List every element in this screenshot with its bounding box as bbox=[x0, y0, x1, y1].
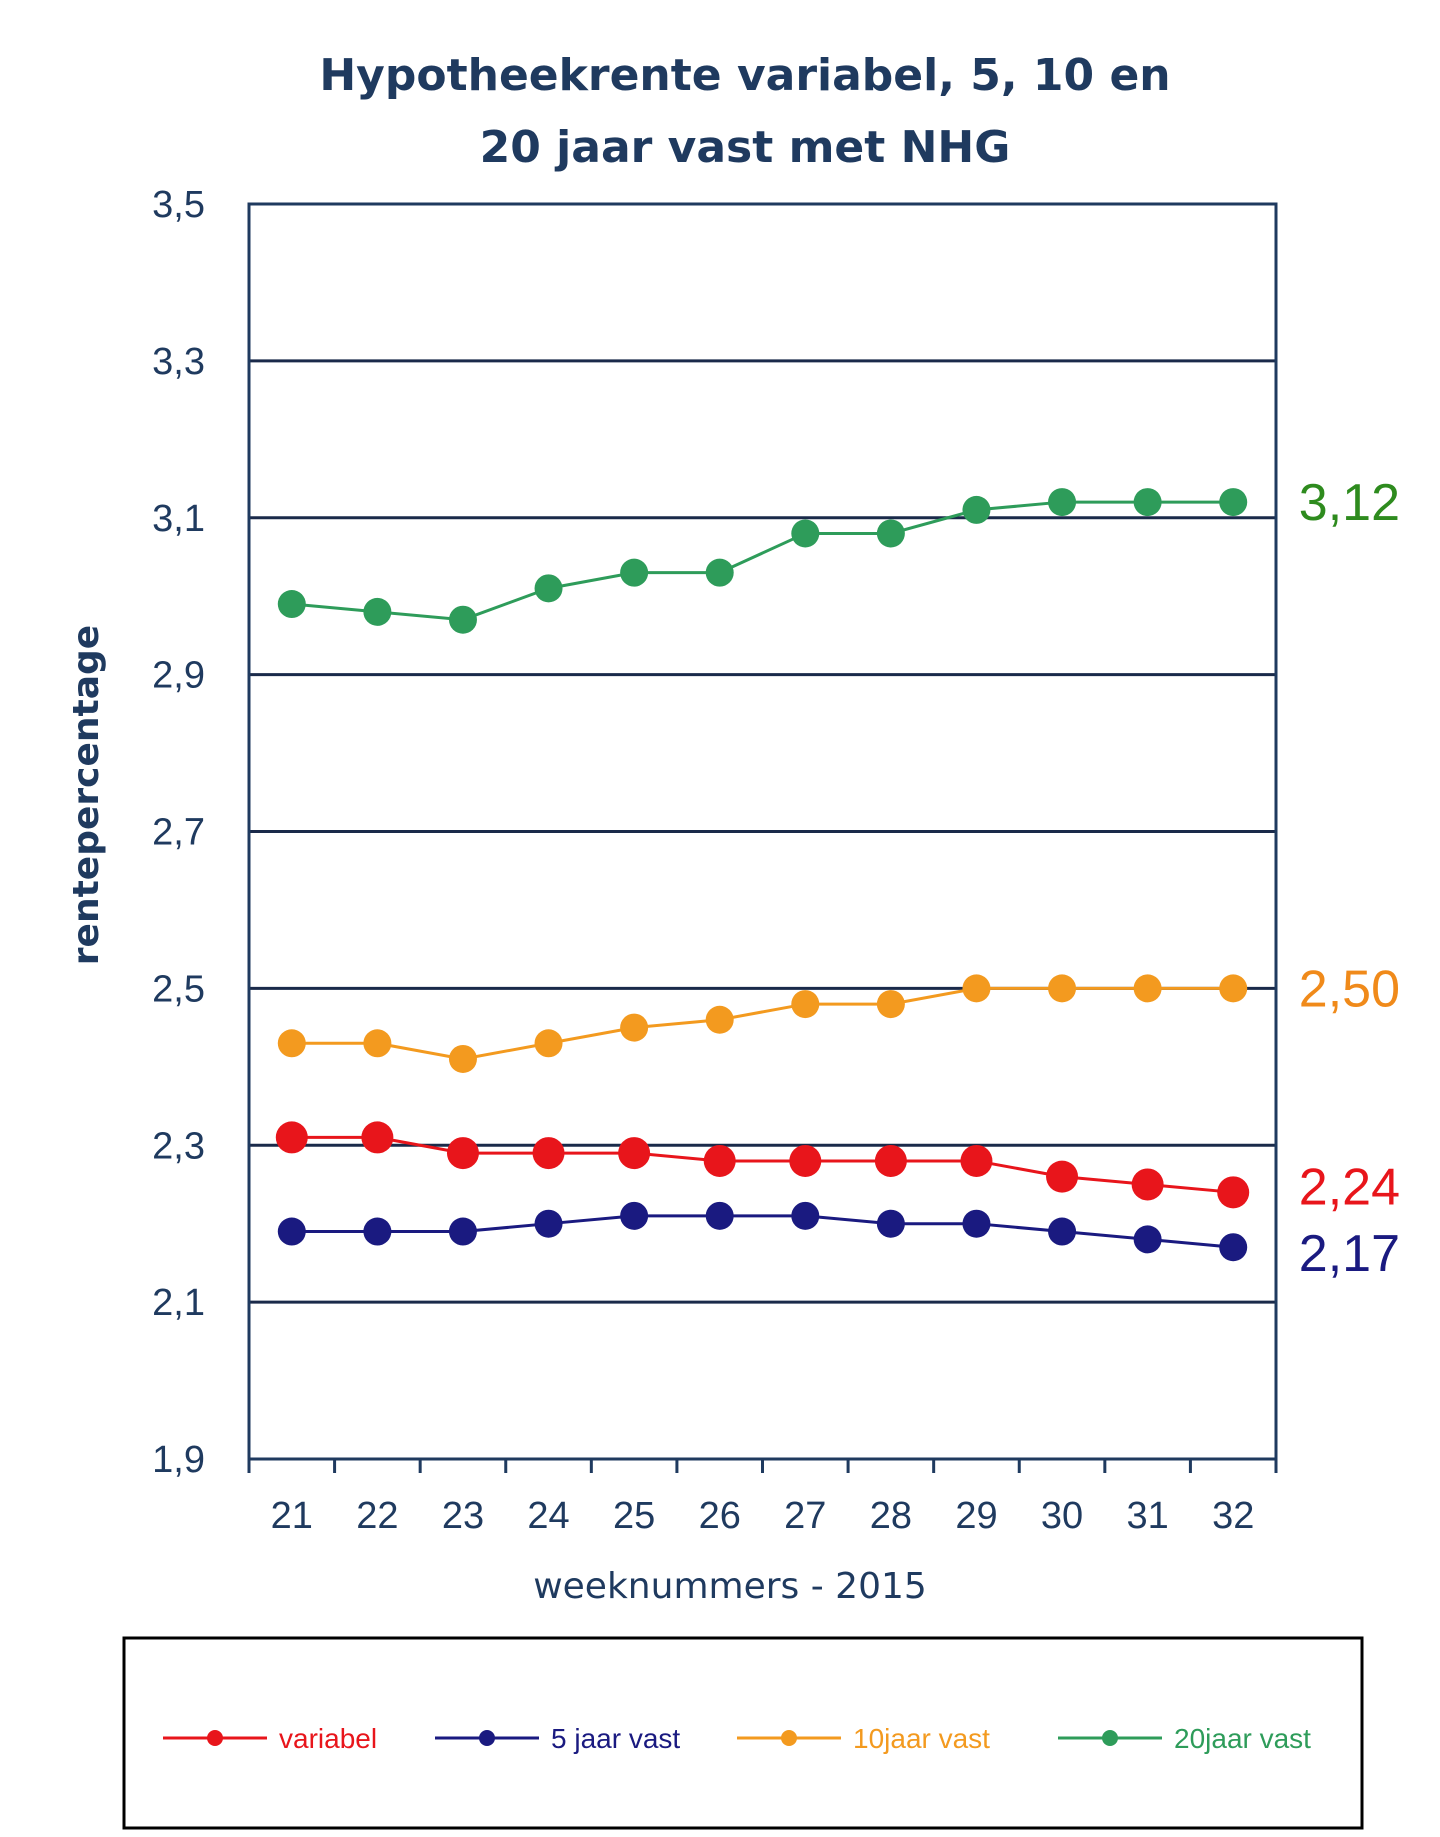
y-tick-label: 3,5 bbox=[152, 184, 205, 226]
legend-label: 5 jaar vast bbox=[551, 1723, 680, 1754]
data-point bbox=[277, 1029, 306, 1058]
chart-title-line-1: Hypotheekrente variabel, 5, 10 en bbox=[319, 50, 1170, 101]
data-point bbox=[705, 1005, 734, 1034]
legend-box bbox=[122, 1636, 1364, 1830]
y-tick-label: 2,9 bbox=[152, 655, 205, 697]
x-tick-label: 21 bbox=[271, 1495, 313, 1537]
data-point bbox=[705, 558, 734, 587]
y-axis-ticks: 1,9 2,1 2,3 2,5 2,7 2,9 3,1 3,3 3,5 bbox=[152, 184, 205, 1481]
chart-title-line-2: 20 jaar vast met NHG bbox=[480, 122, 1011, 173]
y-tick-label: 3,3 bbox=[152, 341, 205, 383]
legend: variabel 5 jaar vast 10jaar vast 20jaar vas… bbox=[163, 1723, 1311, 1754]
end-labels: 2,24 2,17 2,50 3,12 bbox=[1299, 474, 1400, 1283]
y-tick-label: 2,5 bbox=[152, 968, 205, 1010]
y-axis-title: rentepercentage bbox=[66, 625, 107, 965]
data-point bbox=[1048, 974, 1077, 1003]
data-point bbox=[534, 1029, 563, 1058]
data-point bbox=[1133, 974, 1162, 1003]
data-point bbox=[620, 1201, 649, 1230]
data-point bbox=[532, 1137, 565, 1170]
end-value-label: 2,50 bbox=[1299, 960, 1400, 1018]
data-point bbox=[1219, 488, 1248, 517]
data-point bbox=[620, 1013, 649, 1042]
x-tick-label: 24 bbox=[527, 1495, 569, 1537]
data-point bbox=[363, 1029, 392, 1058]
x-axis-title: weeknummers - 2015 bbox=[533, 1566, 927, 1607]
data-point bbox=[962, 974, 991, 1003]
data-point bbox=[1131, 1168, 1164, 1201]
data-point bbox=[960, 1144, 993, 1177]
data-point bbox=[703, 1144, 736, 1177]
legend-label: 10jaar vast bbox=[853, 1723, 990, 1754]
data-point bbox=[876, 1209, 905, 1238]
x-tick-label: 30 bbox=[1041, 1495, 1083, 1537]
data-point bbox=[1219, 1233, 1248, 1262]
data-point bbox=[534, 574, 563, 603]
data-point bbox=[874, 1144, 907, 1177]
x-tick-label: 23 bbox=[442, 1495, 484, 1537]
end-value-label: 2,17 bbox=[1299, 1225, 1400, 1283]
data-point bbox=[363, 597, 392, 626]
y-tick-label: 2,3 bbox=[152, 1125, 205, 1167]
series-line bbox=[291, 1214, 1234, 1249]
legend-label: 20jaar vast bbox=[1174, 1723, 1311, 1754]
y-tick-label: 2,1 bbox=[152, 1282, 205, 1324]
legend-swatch-marker bbox=[207, 1730, 223, 1746]
x-tick-label: 32 bbox=[1212, 1495, 1254, 1537]
data-point bbox=[620, 558, 649, 587]
data-point bbox=[363, 1217, 392, 1246]
data-point bbox=[448, 605, 477, 634]
data-point bbox=[618, 1137, 651, 1170]
data-point bbox=[1048, 488, 1077, 517]
data-point bbox=[789, 1144, 822, 1177]
y-tick-label: 2,7 bbox=[152, 812, 205, 854]
legend-swatch-marker bbox=[479, 1730, 495, 1746]
data-point bbox=[1046, 1160, 1079, 1193]
data-point bbox=[534, 1209, 563, 1238]
x-tick-label: 27 bbox=[784, 1495, 826, 1537]
data-point bbox=[1219, 974, 1248, 1003]
data-point bbox=[791, 990, 820, 1019]
legend-swatch-marker bbox=[1102, 1730, 1118, 1746]
data-point bbox=[1217, 1176, 1250, 1209]
data-point bbox=[275, 1121, 308, 1154]
x-tick-label: 29 bbox=[955, 1495, 997, 1537]
data-point bbox=[962, 495, 991, 524]
x-tick-label: 26 bbox=[699, 1495, 741, 1537]
series-line bbox=[291, 986, 1234, 1061]
data-point bbox=[876, 990, 905, 1019]
data-point bbox=[361, 1121, 394, 1154]
data-point bbox=[448, 1217, 477, 1246]
data-point bbox=[446, 1137, 479, 1170]
legend-swatch-marker bbox=[781, 1730, 797, 1746]
data-point bbox=[1048, 1217, 1077, 1246]
series bbox=[275, 488, 1250, 1262]
end-value-label: 3,12 bbox=[1299, 474, 1400, 532]
data-point bbox=[1133, 1225, 1162, 1254]
data-point bbox=[791, 1201, 820, 1230]
y-tick-label: 1,9 bbox=[152, 1439, 205, 1481]
data-point bbox=[1133, 488, 1162, 517]
data-point bbox=[277, 1217, 306, 1246]
data-point bbox=[277, 590, 306, 619]
x-tick-label: 22 bbox=[356, 1495, 398, 1537]
y-tick-label: 3,1 bbox=[152, 498, 205, 540]
data-point bbox=[962, 1209, 991, 1238]
legend-label: variabel bbox=[279, 1723, 377, 1754]
data-point bbox=[448, 1044, 477, 1073]
x-tick-label: 28 bbox=[870, 1495, 912, 1537]
x-tick-label: 25 bbox=[613, 1495, 655, 1537]
data-point bbox=[791, 519, 820, 548]
data-point bbox=[876, 519, 905, 548]
end-value-label: 2,24 bbox=[1299, 1158, 1400, 1216]
x-axis-ticks: 21 22 23 24 25 26 27 28 29 30 31 32 bbox=[247, 1459, 1278, 1537]
x-tick-label: 31 bbox=[1126, 1495, 1168, 1537]
data-point bbox=[705, 1201, 734, 1230]
series-line bbox=[291, 500, 1234, 622]
